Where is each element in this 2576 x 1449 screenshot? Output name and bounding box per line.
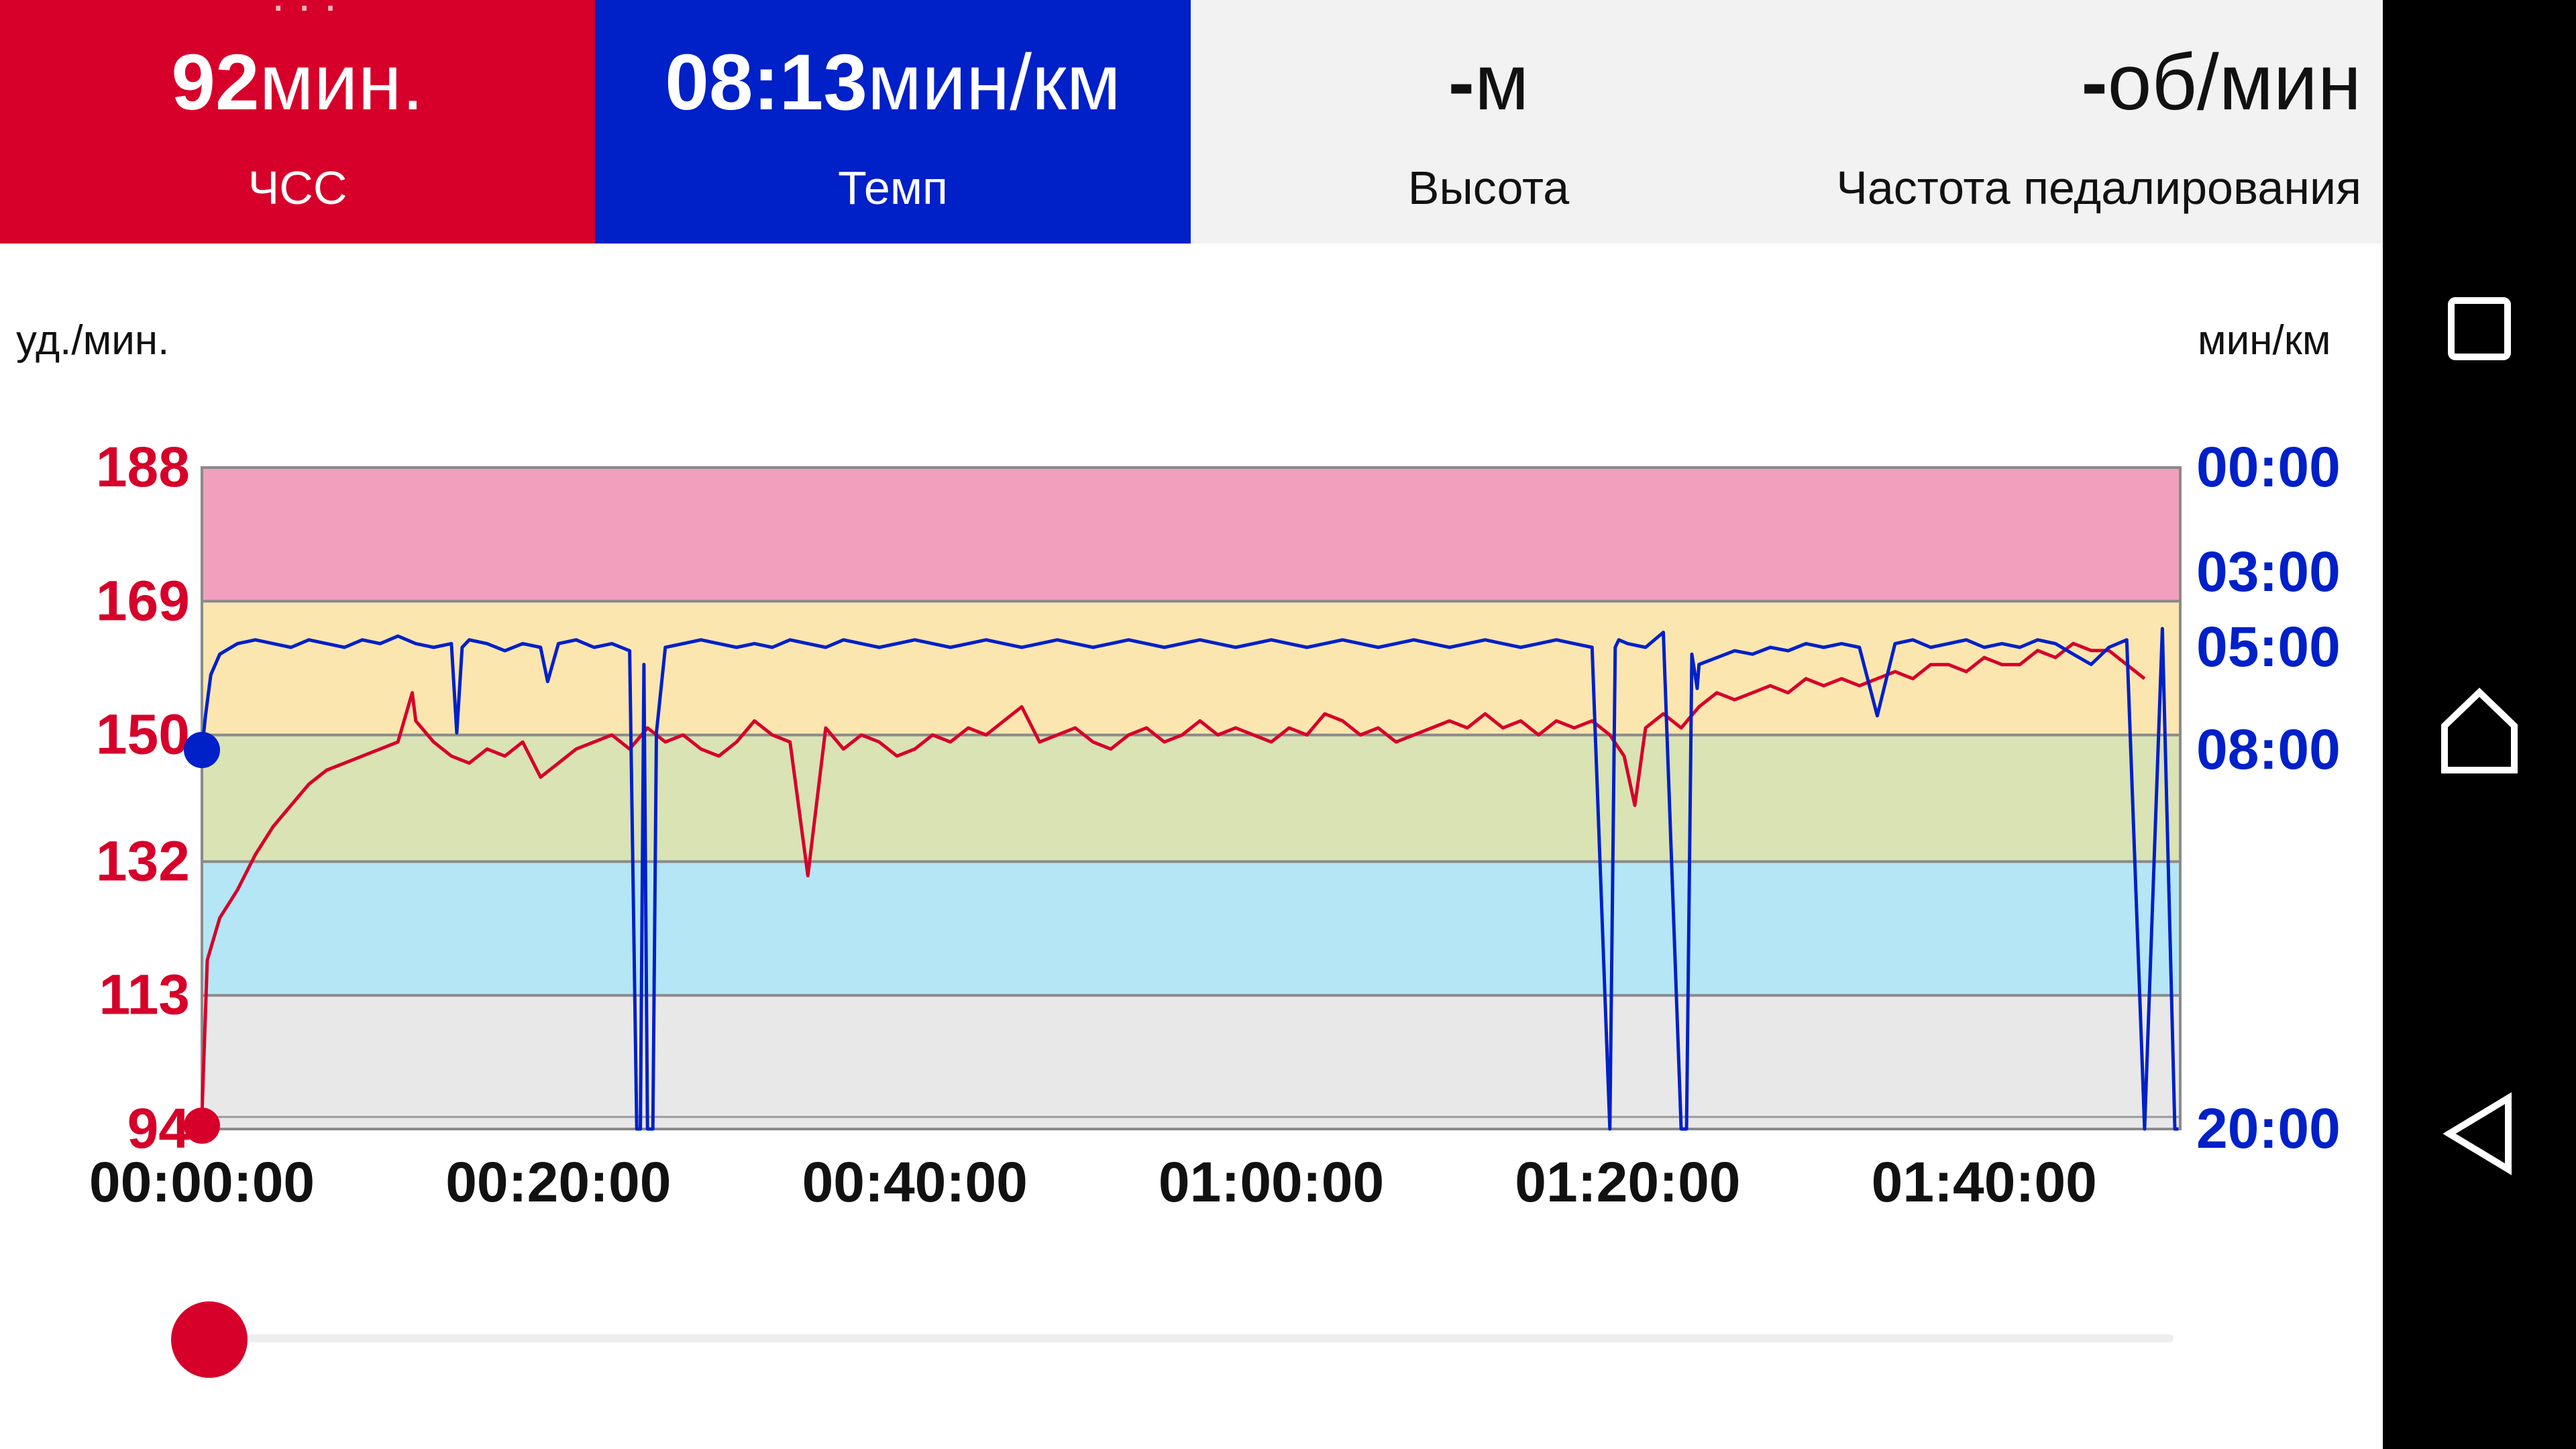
heart-rate-tick-150: 150 bbox=[96, 703, 190, 766]
pace-tick-0500: 05:00 bbox=[2196, 615, 2341, 678]
heart-rate-start-marker bbox=[184, 1108, 220, 1144]
slider-track[interactable] bbox=[208, 1334, 2174, 1342]
cadence-label: Частота педалирования bbox=[1836, 162, 2361, 214]
zone-band-4 bbox=[202, 601, 2180, 735]
pace-start-marker bbox=[184, 732, 220, 768]
heart-rate-tick-labels: 188 169 150 132 113 94 bbox=[96, 435, 190, 1160]
timeline-slider[interactable] bbox=[168, 1298, 2174, 1379]
pace-tick-0300: 03:00 bbox=[2196, 540, 2341, 603]
activity-chart[interactable]: 188 169 150 132 113 94 00:00 03:00 05:00 08:00 20… bbox=[0, 402, 2383, 1248]
heart-rate-label: ЧСС bbox=[248, 162, 347, 214]
pace-series-line bbox=[200, 627, 2179, 1131]
pace-tick-labels: 00:00 03:00 05:00 08:00 20:00 bbox=[2196, 435, 2341, 1160]
slider-thumb[interactable] bbox=[171, 1301, 248, 1378]
heart-rate-tick-188: 188 bbox=[96, 435, 190, 498]
cadence-value: -об/мин bbox=[2081, 38, 2362, 127]
back-button[interactable] bbox=[2383, 1046, 2576, 1221]
zone-band-5 bbox=[202, 468, 2180, 602]
plot-frame bbox=[201, 466, 2182, 1130]
pace-tick-0000: 00:00 bbox=[2196, 435, 2341, 498]
android-navigation-bar bbox=[2383, 0, 2576, 1449]
home-icon bbox=[2441, 688, 2518, 773]
time-tick-000000: 00:00:00 bbox=[89, 1150, 315, 1214]
time-tick-014000: 01:40:00 bbox=[1872, 1150, 2097, 1214]
heart-rate-series-line bbox=[200, 641, 2146, 1116]
heart-rate-tick-132: 132 bbox=[96, 829, 190, 892]
pace-unit-label: мин/км bbox=[2198, 317, 2331, 364]
chart-svg: 188 169 150 132 113 94 00:00 03:00 05:00 08:00 20… bbox=[89, 435, 2341, 1214]
recents-button[interactable] bbox=[2383, 241, 2576, 416]
altitude-tile[interactable]: -м Высота bbox=[1191, 0, 1786, 244]
heart-rate-tick-94: 94 bbox=[127, 1097, 191, 1160]
altitude-label: Высота bbox=[1407, 162, 1570, 214]
clipped-text: . . . bbox=[272, 0, 337, 21]
metric-tiles: . . . 92мин. ЧСС 08:13мин/км Темп -м Выс… bbox=[0, 0, 2383, 244]
time-tick-012000: 01:20:00 bbox=[1515, 1150, 1740, 1214]
time-tick-labels: 00:00:00 00:20:00 00:40:00 01:00:00 01:20:00… bbox=[89, 1150, 2097, 1214]
pace-tick-0800: 08:00 bbox=[2196, 718, 2341, 781]
pace-tile[interactable]: 08:13мин/км Темп bbox=[595, 0, 1191, 244]
heart-rate-value: 92мин. bbox=[171, 38, 424, 127]
time-tick-004000: 00:40:00 bbox=[802, 1150, 1028, 1214]
time-tick-002000: 00:20:00 bbox=[445, 1150, 671, 1214]
heart-rate-tick-113: 113 bbox=[99, 963, 190, 1026]
cadence-tile[interactable]: -об/мин Частота педалирования bbox=[1786, 0, 2383, 244]
heart-rate-tile[interactable]: . . . 92мин. ЧСС bbox=[0, 0, 595, 244]
square-icon bbox=[2448, 297, 2511, 360]
pace-tick-2000: 20:00 bbox=[2196, 1097, 2341, 1160]
heart-rate-unit-label: уд./мин. bbox=[16, 317, 170, 364]
zone-band-2 bbox=[202, 861, 2180, 996]
altitude-value: -м bbox=[1448, 38, 1529, 127]
zone-band-1 bbox=[202, 995, 2180, 1129]
heart-rate-zones bbox=[202, 468, 2180, 1129]
back-triangle-icon bbox=[2443, 1092, 2512, 1175]
home-button[interactable] bbox=[2383, 644, 2576, 818]
pace-label: Темп bbox=[838, 162, 948, 214]
heart-rate-tick-169: 169 bbox=[96, 569, 190, 632]
pace-value: 08:13мин/км bbox=[665, 38, 1121, 127]
time-tick-010000: 01:00:00 bbox=[1159, 1150, 1384, 1214]
